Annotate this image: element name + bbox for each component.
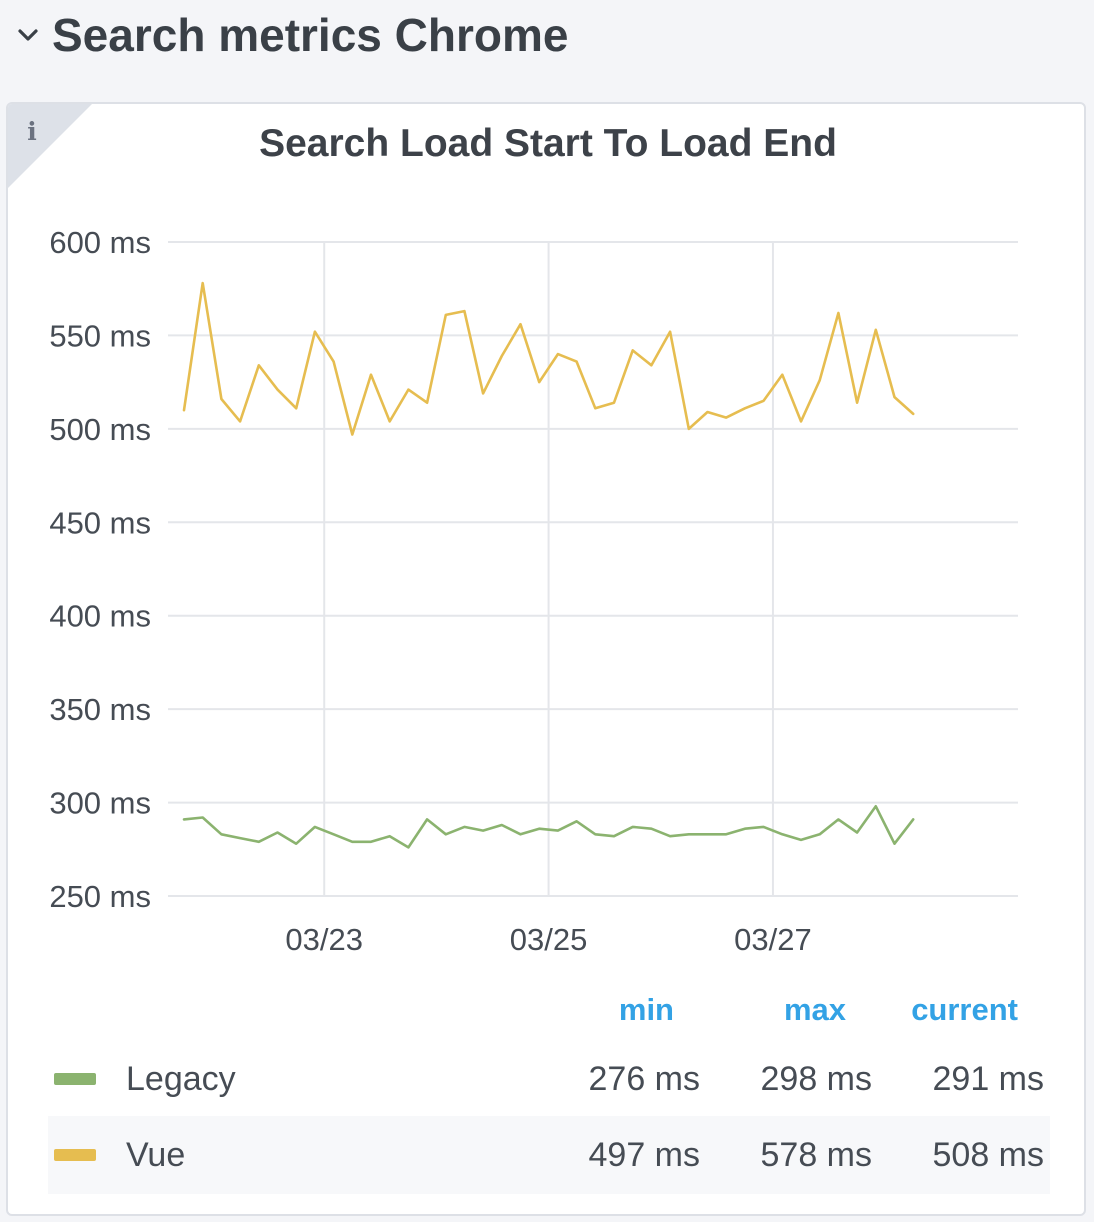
series-line-legacy: [182, 804, 915, 849]
legend-current-value: 508 ms: [932, 1135, 1045, 1174]
panel-info-icon[interactable]: i: [8, 104, 94, 190]
x-tick-label: 03/27: [734, 922, 812, 957]
x-tick-label: 03/25: [510, 922, 588, 957]
x-tick-label: 03/23: [285, 922, 363, 957]
y-tick-label: 550 ms: [49, 318, 151, 353]
legend-min-value: 497 ms: [588, 1135, 701, 1174]
panel-title: Search Load Start To Load End: [259, 122, 837, 165]
legend-row-vue[interactable]: Vue 497 ms 578 ms 508 ms: [48, 1116, 1050, 1194]
y-tick-label: 250 ms: [49, 879, 151, 914]
y-tick-label: 500 ms: [49, 412, 151, 447]
legend-current-value: 291 ms: [932, 1059, 1045, 1098]
legend-series-name: Vue: [126, 1135, 186, 1174]
info-glyph: i: [27, 117, 37, 146]
series-line-vue: [182, 281, 915, 436]
legend-max-value: 578 ms: [760, 1135, 873, 1174]
chevron-down-icon: [14, 21, 42, 49]
legend-series-name: Legacy: [126, 1059, 236, 1098]
y-tick-label: 450 ms: [49, 505, 151, 540]
legend-header-current: current: [911, 992, 1018, 1027]
row-collapse-toggle[interactable]: Search metrics Chrome: [14, 6, 568, 64]
legend-header-min: min: [619, 992, 674, 1027]
y-tick-label: 300 ms: [49, 786, 151, 821]
legend-swatch: [54, 1149, 96, 1161]
y-tick-label: 600 ms: [49, 225, 151, 260]
y-tick-label: 400 ms: [49, 599, 151, 634]
graph-panel: i Search Load Start To Load End 600 ms 55…: [6, 102, 1086, 1216]
y-tick-label: 350 ms: [49, 692, 151, 727]
legend-swatch: [54, 1073, 96, 1085]
line-chart: 600 ms 550 ms 500 ms 450 ms 400 ms 350 ms 300 …: [49, 225, 1018, 1027]
legend-min-value: 276 ms: [588, 1059, 701, 1098]
legend-header-max: max: [784, 992, 847, 1027]
legend-row-legacy[interactable]: Legacy 276 ms 298 ms 291 ms: [48, 1040, 1050, 1118]
legend-max-value: 298 ms: [760, 1059, 873, 1098]
row-title: Search metrics Chrome: [52, 9, 569, 61]
